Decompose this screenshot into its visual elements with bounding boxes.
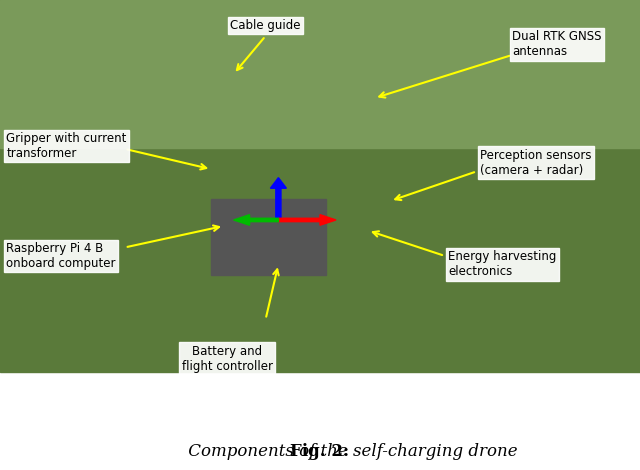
Text: Gripper with current
transformer: Gripper with current transformer: [6, 132, 127, 160]
Text: Raspberry Pi 4 B
onboard computer: Raspberry Pi 4 B onboard computer: [6, 242, 116, 270]
Bar: [0, 0, 640, 148]
FancyArrow shape: [270, 178, 287, 220]
Text: Cable guide: Cable guide: [230, 19, 301, 32]
Text: Battery and
flight controller: Battery and flight controller: [182, 345, 273, 373]
Text: Perception sensors
(camera + radar): Perception sensors (camera + radar): [480, 149, 591, 177]
Text: Energy harvesting
electronics: Energy harvesting electronics: [448, 251, 556, 278]
FancyArrow shape: [234, 215, 278, 225]
FancyArrow shape: [278, 215, 336, 225]
Text: Fig. 2:: Fig. 2:: [291, 443, 349, 460]
Bar: [0, 0, 640, 372]
Bar: [211, 199, 326, 275]
Text: Components of the self-charging drone: Components of the self-charging drone: [184, 443, 518, 460]
Text: Dual RTK GNSS
antennas: Dual RTK GNSS antennas: [512, 31, 602, 58]
